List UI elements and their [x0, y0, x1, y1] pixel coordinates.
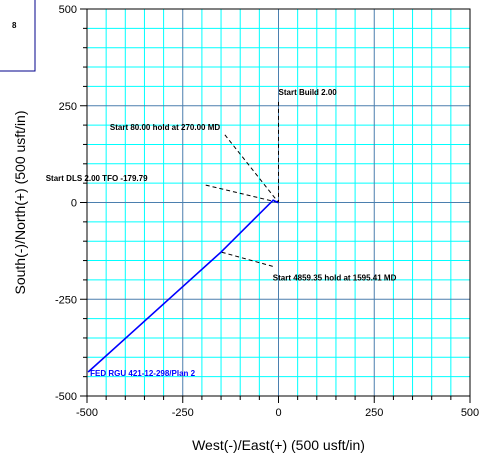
series-line	[87, 199, 279, 373]
x-axis-title: West(-)/East(+) (500 usft/in)	[192, 437, 365, 453]
x-tick-label: 500	[461, 407, 479, 419]
y-tick-label: 500	[59, 4, 77, 16]
x-tick-label: 0	[275, 407, 281, 419]
annotation-label: Start 4859.35 hold at 1595.41 MD	[273, 273, 397, 282]
annotation-leader	[220, 251, 273, 267]
x-tick-label: -250	[172, 407, 194, 419]
annotation-label: Start Build 2.00	[279, 88, 338, 97]
y-tick-labels: 500 250 0 -250 -500	[55, 4, 77, 403]
well-name-label: FED RGU 421-12-298/Plan 2	[90, 369, 195, 378]
legend-box-text: 8	[12, 21, 17, 30]
annotation-label: Start 80.00 hold at 270.00 MD	[110, 123, 220, 132]
annotation-labels: Start Build 2.00 Start 80.00 hold at 270.…	[46, 88, 397, 282]
annotation-label: Start DLS 2.00 TFO -179.79	[46, 174, 148, 183]
legend-box	[0, 0, 36, 72]
y-tick-label: -250	[55, 294, 77, 306]
x-tick-label: -500	[76, 407, 98, 419]
y-tick-label: 250	[59, 101, 77, 113]
annotation-leader	[205, 184, 279, 203]
y-tick-label: -500	[55, 391, 77, 403]
y-tick-label: 0	[71, 198, 77, 210]
wellpath-series	[87, 199, 279, 373]
annotation-leaders	[205, 101, 279, 267]
y-axis-title: South(-)/North(+) (500 usft/in)	[12, 110, 28, 294]
annotation-leader	[224, 134, 279, 203]
x-tick-labels: -500 -250 0 250 500	[76, 407, 479, 419]
x-tick-label: 250	[365, 407, 383, 419]
frame-ticks	[80, 8, 471, 403]
